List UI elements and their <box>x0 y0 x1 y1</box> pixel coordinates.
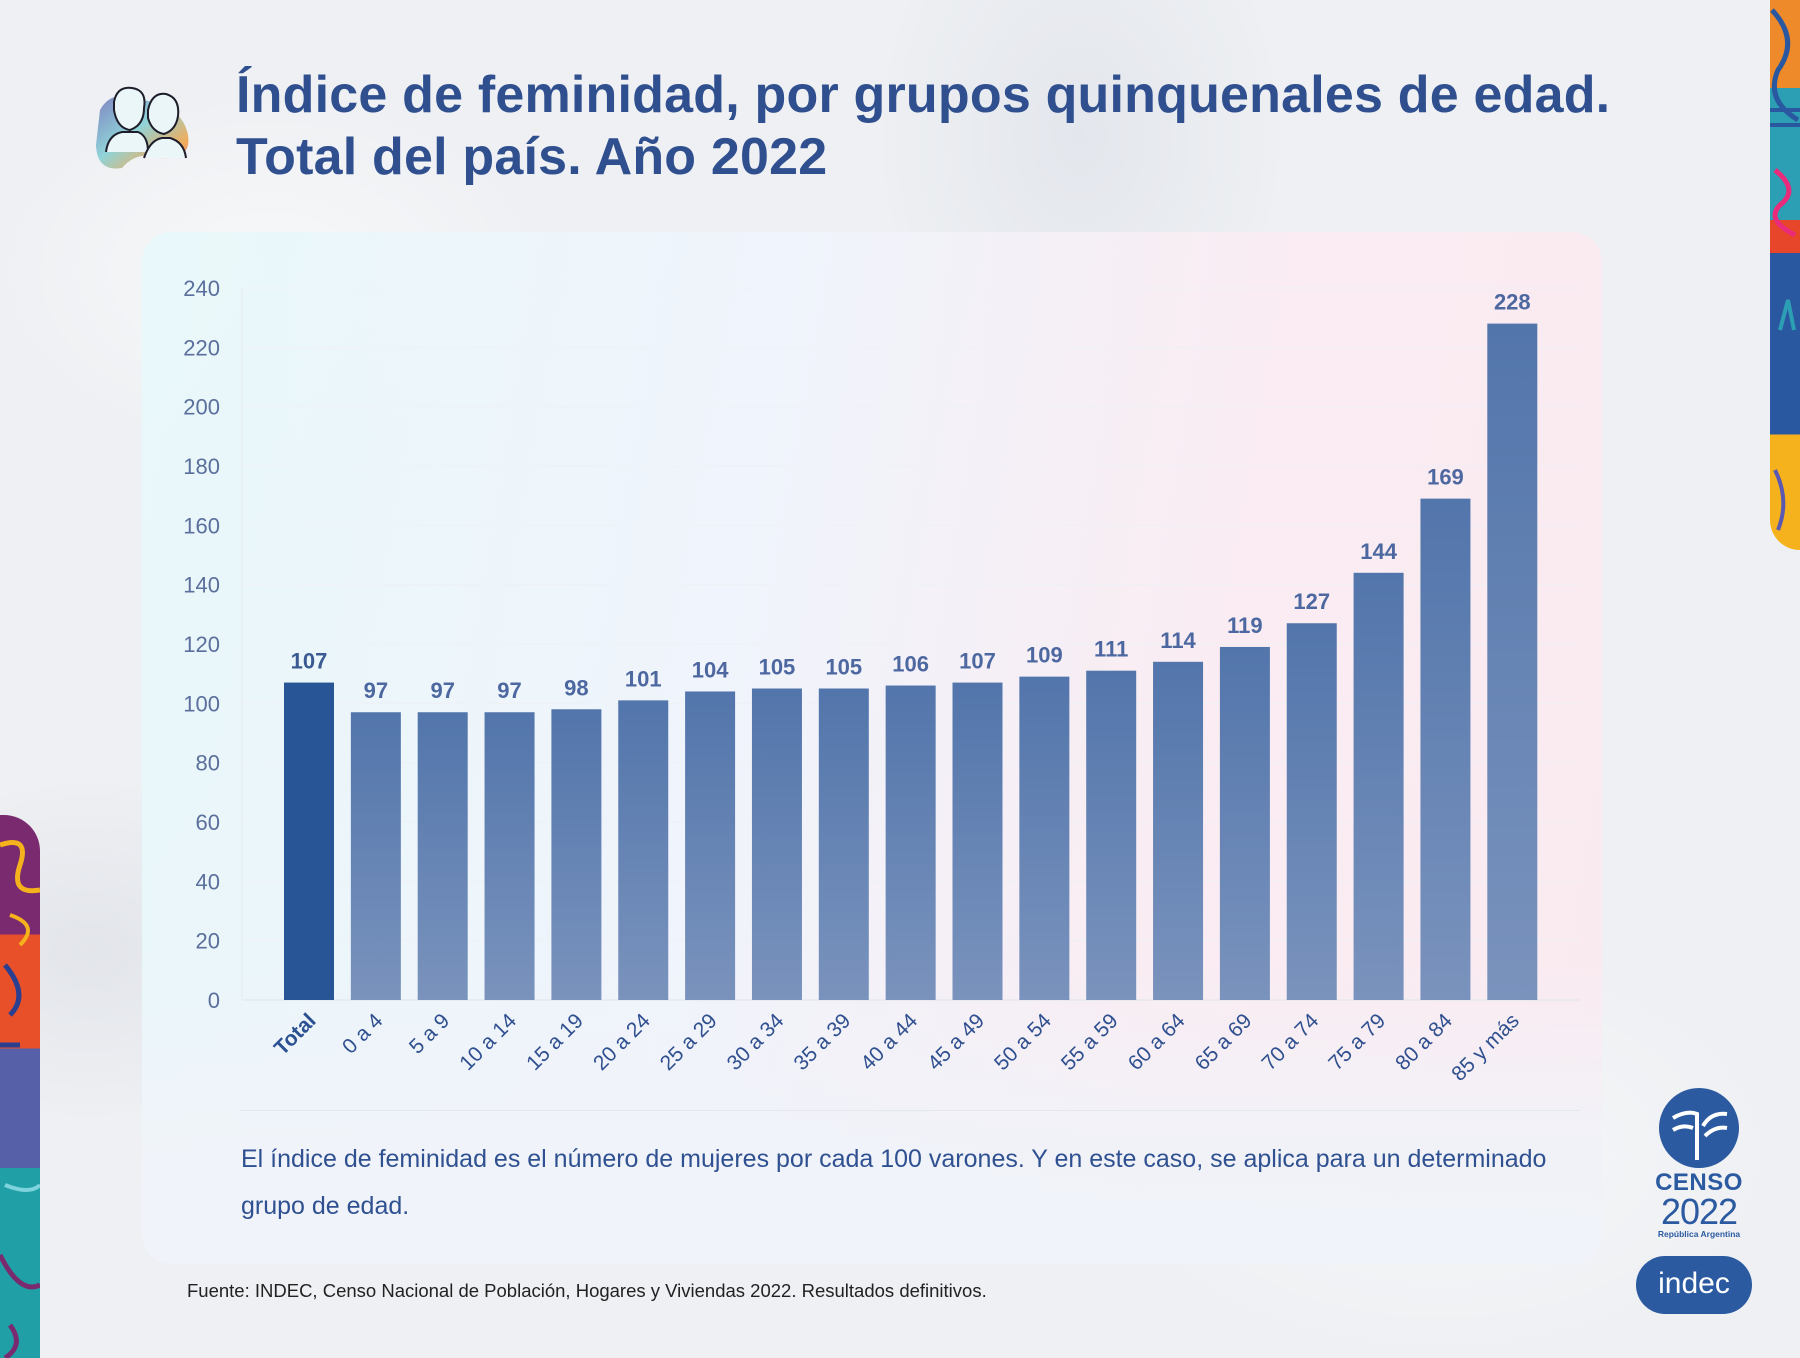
bar <box>618 700 669 1000</box>
x-axis-ticks: Total 0 a 4 5 a 9 10 a 14 15 a 19 20 a 24 25 a… <box>270 1009 1524 1086</box>
x-tick-label: 70 a 74 <box>1257 1009 1323 1075</box>
value-label: 114 <box>1160 628 1196 653</box>
bar <box>1019 676 1070 1000</box>
bar <box>1420 498 1471 1000</box>
value-label: 111 <box>1094 637 1128 662</box>
censo-year: 2022 <box>1660 1191 1738 1232</box>
title-line-2: Total del país. Año 2022 <box>236 128 828 186</box>
y-axis-ticks: 0 20 40 60 80 100 120 140 160 180 200 220 240 <box>183 276 220 1013</box>
value-label: 105 <box>759 655 796 680</box>
value-labels: 107 97 97 97 98 101 104 105 105 106 107 109 111 114 11… <box>291 290 1531 704</box>
x-tick-label: 15 a 19 <box>522 1009 588 1075</box>
bar <box>1219 646 1270 1000</box>
bar <box>1086 670 1137 1000</box>
bar-total <box>284 682 334 1000</box>
value-label: 169 <box>1427 465 1464 490</box>
bar <box>350 712 401 1000</box>
bar <box>1286 623 1337 1000</box>
value-label: 109 <box>1026 643 1063 668</box>
x-tick-label: Total <box>270 1009 321 1060</box>
bars <box>284 323 1538 1001</box>
x-tick-label: 0 a 4 <box>338 1009 388 1059</box>
bar <box>484 712 535 1000</box>
value-label: 106 <box>892 652 929 677</box>
y-tick-label: 0 <box>208 988 220 1013</box>
bar <box>952 682 1003 1000</box>
title-line-1: Índice de feminidad, por grupos quinquen… <box>236 66 1611 124</box>
value-label: 107 <box>291 649 328 674</box>
decorative-strip-right <box>1770 0 1800 550</box>
x-tick-label: 80 a 84 <box>1391 1009 1457 1075</box>
bar <box>818 688 869 1000</box>
value-label: 98 <box>564 675 588 700</box>
bar <box>1353 572 1404 1000</box>
censo-country: República Argentina <box>1657 1229 1741 1239</box>
bar <box>751 688 802 1000</box>
x-tick-label: 25 a 29 <box>656 1009 722 1075</box>
value-label: 228 <box>1494 290 1531 315</box>
page-title: Índice de feminidad, por grupos quinquen… <box>236 64 1610 188</box>
value-label: 101 <box>625 666 662 691</box>
x-tick-label: 5 a 9 <box>405 1009 454 1058</box>
decorative-strip-left <box>0 815 40 1358</box>
x-tick-label: 45 a 49 <box>923 1009 989 1075</box>
y-tick-label: 40 <box>196 869 220 894</box>
value-label: 119 <box>1227 613 1263 638</box>
bar <box>417 712 468 1000</box>
x-tick-label: 85 y más <box>1447 1009 1524 1086</box>
definition-note: El índice de feminidad es el número de m… <box>241 1145 1547 1220</box>
x-tick-label: 65 a 69 <box>1191 1009 1257 1075</box>
value-label: 104 <box>692 657 729 682</box>
value-label: 144 <box>1360 539 1397 564</box>
x-tick-label: 10 a 14 <box>455 1009 521 1075</box>
y-tick-label: 80 <box>196 751 220 776</box>
x-tick-label: 40 a 44 <box>856 1009 922 1075</box>
x-tick-label: 75 a 79 <box>1324 1009 1390 1075</box>
x-tick-label: 20 a 24 <box>589 1009 655 1075</box>
x-tick-label: 35 a 39 <box>790 1009 856 1075</box>
censo-word: CENSO <box>1655 1169 1743 1196</box>
censo-2022-logo: CENSO 2022 República Argentina <box>1644 1088 1754 1240</box>
x-tick-label: 55 a 59 <box>1057 1009 1123 1075</box>
bar <box>1487 323 1538 1001</box>
divider <box>240 1110 1580 1111</box>
x-tick-label: 30 a 34 <box>723 1009 789 1075</box>
y-tick-label: 20 <box>196 929 220 954</box>
y-tick-label: 180 <box>183 454 220 479</box>
y-tick-label: 140 <box>183 573 220 598</box>
bar <box>1153 661 1204 1000</box>
value-label: 127 <box>1293 589 1330 614</box>
y-tick-label: 220 <box>183 335 220 360</box>
value-label: 105 <box>825 655 862 680</box>
value-label: 107 <box>959 649 996 674</box>
value-label: 97 <box>430 678 454 703</box>
y-tick-label: 100 <box>183 691 220 716</box>
x-tick-label: 60 a 64 <box>1124 1009 1190 1075</box>
y-tick-label: 160 <box>183 513 220 538</box>
bar <box>551 709 602 1000</box>
y-tick-label: 120 <box>183 632 220 657</box>
value-label: 97 <box>364 678 388 703</box>
value-label: 97 <box>497 678 521 703</box>
source-citation: Fuente: INDEC, Censo Nacional de Poblaci… <box>187 1280 987 1301</box>
censo-emblem-icon <box>1659 1088 1739 1168</box>
y-tick-label: 200 <box>183 395 220 420</box>
couple-portrait-icon <box>96 86 189 169</box>
indec-logo: indec <box>1636 1256 1752 1314</box>
bar <box>885 685 936 1000</box>
y-tick-label: 60 <box>196 810 220 835</box>
y-tick-label: 240 <box>183 276 220 301</box>
x-tick-label: 50 a 54 <box>990 1009 1056 1075</box>
bar <box>685 691 736 1000</box>
